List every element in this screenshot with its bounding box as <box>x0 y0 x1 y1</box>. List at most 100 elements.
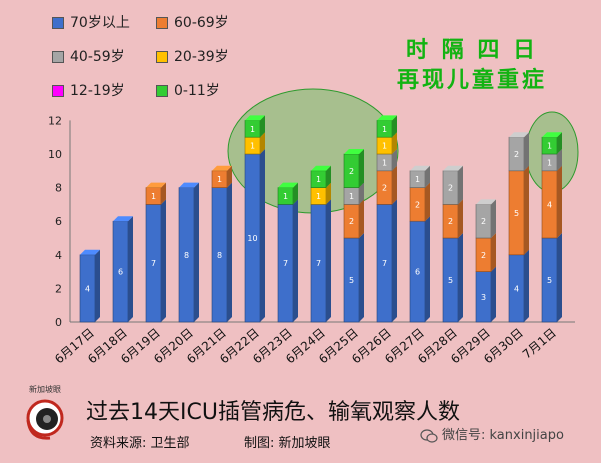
logo-text: 新加坡眼 <box>29 385 61 394</box>
legend-label: 40-59岁 <box>70 49 125 65</box>
bar-top-cap <box>113 216 133 222</box>
bar-segment-side <box>359 233 364 322</box>
bar-segment-side <box>458 233 463 322</box>
bar-segment-side <box>95 249 100 322</box>
legend-item-0-11: 0-11岁 <box>156 80 220 100</box>
bar-top-cap <box>542 132 562 138</box>
y-tick-label: 2 <box>55 282 62 295</box>
bar-segment-side <box>293 199 298 322</box>
data-label: 5 <box>547 276 552 285</box>
bar-segment-side <box>326 199 331 322</box>
bar-segment-side <box>326 182 331 205</box>
bar-segment-side <box>161 182 166 205</box>
bar-top-cap <box>245 115 265 121</box>
wechat-label: 微信号: kanxinjiapo <box>420 424 564 443</box>
bar-segment-side <box>260 132 265 154</box>
data-label: 6 <box>415 268 420 277</box>
bar-segment-side <box>491 266 496 322</box>
bar-segment-side <box>491 199 496 238</box>
data-label: 5 <box>514 209 519 218</box>
data-label: 8 <box>217 251 222 260</box>
bar-segment-side <box>557 149 562 171</box>
bar-top-cap <box>278 182 298 188</box>
legend-item-12-19: 12-19岁 <box>52 80 125 100</box>
headline: 时 隔 四 日 再现儿童重症 <box>382 36 562 96</box>
bar-top-cap <box>410 165 430 171</box>
wechat-icon <box>420 428 438 443</box>
bar-segment-side <box>392 115 397 138</box>
legend-swatch <box>156 51 168 63</box>
legend-swatch <box>52 51 64 63</box>
bar-segment-side <box>392 149 397 171</box>
data-label: 1 <box>382 158 387 167</box>
bar-segment-side <box>128 216 133 322</box>
bar-segment-side <box>425 216 430 322</box>
data-label: 2 <box>415 200 420 209</box>
data-label: 2 <box>349 217 354 226</box>
y-tick-label: 8 <box>55 182 62 195</box>
data-label: 1 <box>283 192 288 201</box>
data-label: 7 <box>382 259 387 268</box>
legend-label: 60-69岁 <box>174 15 229 31</box>
data-label: 1 <box>250 142 255 151</box>
legend-item-40-59: 40-59岁 <box>52 46 125 66</box>
bar-segment-side <box>491 233 496 272</box>
y-tick-label: 12 <box>48 114 62 127</box>
legend-label: 20-39岁 <box>174 49 229 65</box>
caption: 过去14天ICU插管病危、输氧观察人数 <box>86 400 460 425</box>
bar-segment-side <box>392 165 397 205</box>
bar-segment-side <box>524 249 529 322</box>
bar-segment-side <box>524 132 529 171</box>
bar-segment-side <box>557 132 562 154</box>
data-label: 7 <box>316 259 321 268</box>
wechat-text: 微信号: kanxinjiapo <box>442 428 564 443</box>
bar-top-cap <box>311 165 331 171</box>
bar-segment-side <box>260 115 265 138</box>
bar-segment-side <box>458 165 463 205</box>
data-label: 2 <box>514 150 519 159</box>
camera-eye-icon <box>26 399 64 440</box>
data-label: 1 <box>316 192 321 201</box>
data-label: 7 <box>283 259 288 268</box>
bar-top-cap <box>179 182 199 188</box>
bar-segment-side <box>425 165 430 188</box>
data-label: 1 <box>382 125 387 134</box>
bar-segment-side <box>524 165 529 255</box>
legend-swatch <box>156 85 168 97</box>
data-label: 10 <box>247 234 257 243</box>
headline-line-2: 再现儿童重症 <box>396 68 547 93</box>
legend: 70岁以上 60-69岁 40-59岁 20-39岁 12-19岁 0-11岁 <box>52 12 242 102</box>
data-label: 7 <box>151 259 156 268</box>
bar-segment-side <box>359 149 364 188</box>
legend-item-70plus: 70岁以上 <box>52 12 130 32</box>
bar-segment-side <box>557 165 562 238</box>
legend-label: 0-11岁 <box>174 83 220 99</box>
headline-line-1: 时 隔 四 日 <box>406 38 538 63</box>
bar-segment-side <box>359 182 364 205</box>
data-label: 2 <box>481 251 486 260</box>
data-label: 1 <box>415 175 420 184</box>
data-label: 3 <box>481 293 486 302</box>
bar-segment-side <box>392 132 397 154</box>
bar-segment-side <box>557 233 562 322</box>
bar-segment-side <box>359 199 364 238</box>
data-label: 1 <box>349 192 354 201</box>
legend-item-60-69: 60-69岁 <box>156 12 229 32</box>
data-label: 1 <box>547 158 552 167</box>
bar-top-cap <box>146 182 166 188</box>
bar-segment-side <box>194 182 199 322</box>
bar-segment-side <box>227 182 232 322</box>
logo: 新加坡眼 <box>20 384 70 444</box>
y-tick-label: 10 <box>48 148 62 161</box>
data-label: 5 <box>448 276 453 285</box>
data-label: 2 <box>448 217 453 226</box>
bar-segment-side <box>260 149 265 322</box>
data-label: 1 <box>547 142 552 151</box>
data-label: 1 <box>217 175 222 184</box>
data-label: 2 <box>349 167 354 176</box>
bar-segment-side <box>458 199 463 238</box>
data-label: 4 <box>514 284 519 293</box>
data-label: 1 <box>250 125 255 134</box>
data-label: 4 <box>85 284 90 293</box>
